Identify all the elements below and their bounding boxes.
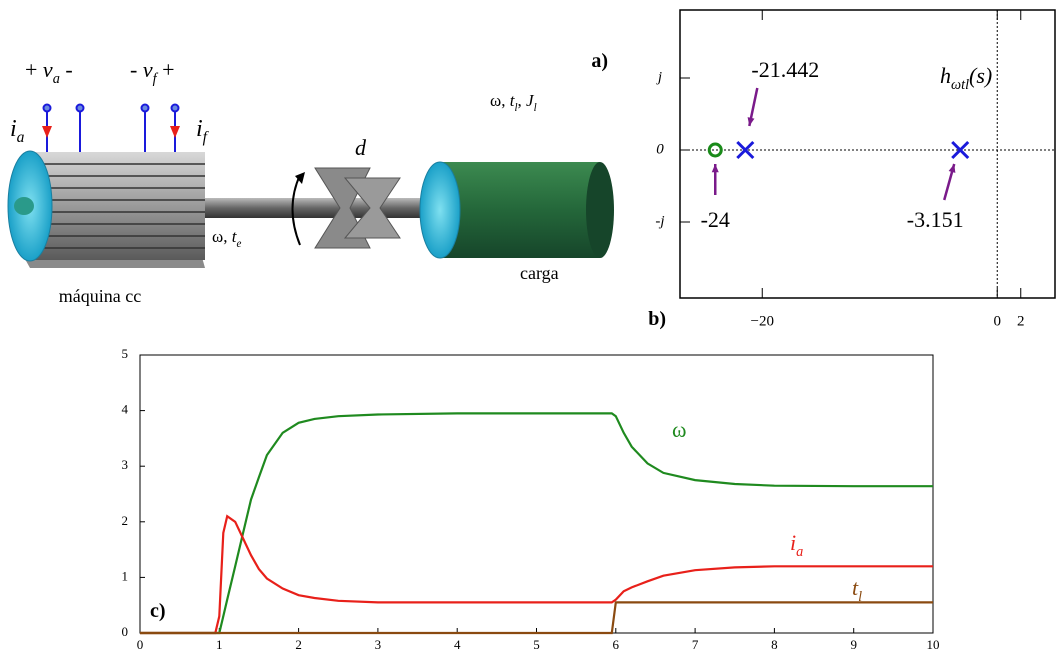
transfer-function-part: (s) — [969, 63, 992, 88]
load-params-part: l — [514, 102, 517, 114]
va-label-part: a — [53, 71, 60, 87]
y-tick-label: 5 — [122, 346, 129, 361]
pole-label: -3.151 — [907, 207, 964, 232]
zero-label: -24 — [701, 207, 730, 232]
x-tick-label: 2 — [295, 637, 302, 652]
series-line — [140, 514, 933, 635]
x-tick-label: 8 — [771, 637, 778, 652]
panel-b: b) — [648, 308, 666, 330]
d-label-part: d — [355, 135, 367, 160]
x-tick-label: 3 — [375, 637, 382, 652]
vf-label-part: - — [130, 57, 143, 82]
if-label: if — [196, 116, 210, 147]
panel-a: a) — [591, 50, 608, 72]
vf-label-part: f — [153, 71, 159, 87]
ia-label-part: a — [17, 129, 25, 146]
vf-label-part: + — [157, 57, 175, 82]
x-tick-label: 7 — [692, 637, 699, 652]
if-label-part: i — [196, 116, 203, 142]
series-label-part: ω — [672, 417, 686, 442]
x-tick-label: 6 — [613, 637, 620, 652]
x-tick-label: 0 — [137, 637, 144, 652]
dc-machine — [7, 103, 614, 268]
y-tick-label: 0 — [122, 624, 129, 639]
series-label-part: t — [852, 575, 859, 600]
load-label: carga — [520, 263, 559, 283]
d-label: d — [355, 135, 367, 160]
transfer-function-part: h — [940, 63, 951, 88]
va-label-part: v — [43, 57, 53, 82]
pz-frame — [679, 9, 1056, 299]
annotation-arrowhead — [747, 117, 755, 126]
ia-label: ia — [10, 116, 25, 147]
series-label-part: i — [790, 530, 796, 555]
panel-c-part: c) — [150, 600, 166, 622]
pole-label: -21.442 — [751, 57, 819, 82]
vf-label-part: v — [143, 57, 153, 82]
y-tick-label: j — [656, 69, 662, 85]
series-line — [140, 601, 933, 635]
plot-frame — [139, 354, 934, 634]
transfer-function-part: ωtl — [951, 77, 969, 93]
ia-label-part: i — [10, 116, 17, 142]
y-tick-label: 2 — [122, 513, 129, 528]
series-label: ω — [672, 417, 686, 442]
series-label-part: l — [858, 589, 862, 605]
x-tick-label: 5 — [533, 637, 540, 652]
we-label: ω, te — [212, 227, 241, 250]
x-tick-label: 10 — [927, 637, 940, 652]
pole — [736, 140, 755, 160]
load-params-part: l — [534, 102, 537, 114]
va-label-part: - — [60, 57, 73, 82]
series-line — [140, 412, 933, 635]
load-label-part: carga — [520, 263, 559, 283]
annotation-arrowhead — [711, 164, 719, 173]
x-tick-label: 9 — [850, 637, 857, 652]
machine-label-part: máquina cc — [59, 286, 141, 306]
we-label-part: e — [236, 238, 241, 250]
series-label-part: a — [796, 544, 803, 560]
y-tick-label: 0 — [656, 141, 664, 157]
we-label-part: t — [232, 227, 238, 246]
panel-a-part: a) — [591, 50, 608, 72]
load-params: ω, tl, Jl — [490, 91, 537, 114]
x-tick-label: 1 — [216, 637, 223, 652]
load-params-part: , — [518, 91, 527, 110]
if-label-part: f — [203, 129, 210, 146]
panel-c: c) — [150, 600, 166, 622]
y-tick-label: -j — [655, 213, 664, 229]
y-tick-label: 4 — [122, 402, 129, 417]
y-tick-label: 3 — [122, 457, 129, 472]
transfer-function: hωtl(s) — [940, 63, 992, 93]
x-tick-label: −20 — [751, 313, 774, 329]
we-label-part: ω, — [212, 227, 232, 246]
y-tick-label: 1 — [122, 568, 129, 583]
panel-b-part: b) — [648, 308, 666, 330]
series-label: ia — [790, 530, 803, 560]
machine-label: máquina cc — [59, 286, 141, 306]
va-label: + va - — [25, 57, 73, 87]
pole — [951, 140, 970, 160]
load-params-part: t — [510, 91, 516, 110]
load-params-part: J — [526, 91, 535, 110]
vf-label: - vf + — [130, 57, 175, 87]
annotation-arrowhead — [948, 164, 956, 173]
x-tick-label: 4 — [454, 637, 461, 652]
x-tick-label: 2 — [1017, 313, 1025, 329]
x-tick-label: 0 — [994, 313, 1002, 329]
series-label: tl — [852, 575, 862, 605]
zero — [707, 142, 723, 158]
load-params-part: ω, — [490, 91, 510, 110]
va-label-part: + — [25, 57, 43, 82]
